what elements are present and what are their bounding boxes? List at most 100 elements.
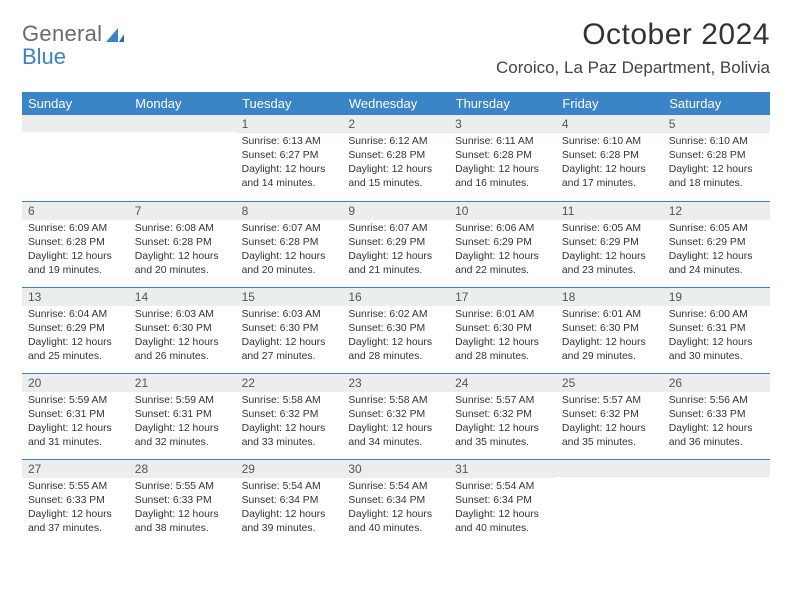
day-number: 1 (236, 115, 343, 133)
day-number: 17 (449, 288, 556, 306)
day-details: Sunrise: 6:05 AMSunset: 6:29 PMDaylight:… (556, 220, 663, 282)
day-header: Monday (129, 92, 236, 115)
day-number: 31 (449, 460, 556, 478)
logo-text-line2: Blue (22, 44, 66, 69)
calendar-day-cell: 13Sunrise: 6:04 AMSunset: 6:29 PMDayligh… (22, 287, 129, 373)
calendar-day-cell: 30Sunrise: 5:54 AMSunset: 6:34 PMDayligh… (342, 459, 449, 545)
calendar-table: SundayMondayTuesdayWednesdayThursdayFrid… (22, 92, 770, 545)
day-number: 11 (556, 202, 663, 220)
calendar-week-row: 20Sunrise: 5:59 AMSunset: 6:31 PMDayligh… (22, 373, 770, 459)
calendar-day-cell: 28Sunrise: 5:55 AMSunset: 6:33 PMDayligh… (129, 459, 236, 545)
day-details: Sunrise: 5:55 AMSunset: 6:33 PMDaylight:… (129, 478, 236, 540)
day-details: Sunrise: 6:11 AMSunset: 6:28 PMDaylight:… (449, 133, 556, 195)
calendar-day-cell: 14Sunrise: 6:03 AMSunset: 6:30 PMDayligh… (129, 287, 236, 373)
day-details: Sunrise: 5:58 AMSunset: 6:32 PMDaylight:… (236, 392, 343, 454)
day-number: 6 (22, 202, 129, 220)
day-details: Sunrise: 6:13 AMSunset: 6:27 PMDaylight:… (236, 133, 343, 195)
day-number: 9 (342, 202, 449, 220)
calendar-day-cell: 1Sunrise: 6:13 AMSunset: 6:27 PMDaylight… (236, 115, 343, 201)
day-number: 10 (449, 202, 556, 220)
calendar-day-cell: 20Sunrise: 5:59 AMSunset: 6:31 PMDayligh… (22, 373, 129, 459)
calendar-day-cell: 5Sunrise: 6:10 AMSunset: 6:28 PMDaylight… (663, 115, 770, 201)
day-number: 4 (556, 115, 663, 133)
calendar-day-cell: 21Sunrise: 5:59 AMSunset: 6:31 PMDayligh… (129, 373, 236, 459)
month-title: October 2024 (496, 18, 770, 52)
day-number: 21 (129, 374, 236, 392)
day-header-row: SundayMondayTuesdayWednesdayThursdayFrid… (22, 92, 770, 115)
day-details: Sunrise: 6:04 AMSunset: 6:29 PMDaylight:… (22, 306, 129, 368)
empty-day-number (663, 460, 770, 477)
day-number: 15 (236, 288, 343, 306)
day-details: Sunrise: 6:03 AMSunset: 6:30 PMDaylight:… (236, 306, 343, 368)
calendar-day-cell: 3Sunrise: 6:11 AMSunset: 6:28 PMDaylight… (449, 115, 556, 201)
day-details: Sunrise: 6:00 AMSunset: 6:31 PMDaylight:… (663, 306, 770, 368)
empty-day-number (556, 460, 663, 477)
day-number: 2 (342, 115, 449, 133)
calendar-week-row: 6Sunrise: 6:09 AMSunset: 6:28 PMDaylight… (22, 201, 770, 287)
day-number: 24 (449, 374, 556, 392)
calendar-week-row: 13Sunrise: 6:04 AMSunset: 6:29 PMDayligh… (22, 287, 770, 373)
day-details: Sunrise: 6:06 AMSunset: 6:29 PMDaylight:… (449, 220, 556, 282)
logo-text-line1: General (22, 21, 102, 46)
day-details: Sunrise: 5:54 AMSunset: 6:34 PMDaylight:… (449, 478, 556, 540)
day-number: 30 (342, 460, 449, 478)
calendar-day-cell: 10Sunrise: 6:06 AMSunset: 6:29 PMDayligh… (449, 201, 556, 287)
calendar-day-cell: 22Sunrise: 5:58 AMSunset: 6:32 PMDayligh… (236, 373, 343, 459)
day-details: Sunrise: 5:57 AMSunset: 6:32 PMDaylight:… (556, 392, 663, 454)
day-number: 28 (129, 460, 236, 478)
calendar-day-cell: 8Sunrise: 6:07 AMSunset: 6:28 PMDaylight… (236, 201, 343, 287)
day-details: Sunrise: 6:01 AMSunset: 6:30 PMDaylight:… (449, 306, 556, 368)
calendar-week-row: 1Sunrise: 6:13 AMSunset: 6:27 PMDaylight… (22, 115, 770, 201)
empty-day-number (22, 115, 129, 132)
day-number: 12 (663, 202, 770, 220)
day-number: 16 (342, 288, 449, 306)
day-details: Sunrise: 5:58 AMSunset: 6:32 PMDaylight:… (342, 392, 449, 454)
day-header: Thursday (449, 92, 556, 115)
day-details: Sunrise: 5:59 AMSunset: 6:31 PMDaylight:… (129, 392, 236, 454)
calendar-empty-cell (22, 115, 129, 201)
empty-day-number (129, 115, 236, 132)
day-details: Sunrise: 6:10 AMSunset: 6:28 PMDaylight:… (556, 133, 663, 195)
calendar-day-cell: 6Sunrise: 6:09 AMSunset: 6:28 PMDaylight… (22, 201, 129, 287)
day-number: 3 (449, 115, 556, 133)
calendar-day-cell: 15Sunrise: 6:03 AMSunset: 6:30 PMDayligh… (236, 287, 343, 373)
day-details: Sunrise: 6:05 AMSunset: 6:29 PMDaylight:… (663, 220, 770, 282)
day-details: Sunrise: 6:07 AMSunset: 6:28 PMDaylight:… (236, 220, 343, 282)
calendar-day-cell: 11Sunrise: 6:05 AMSunset: 6:29 PMDayligh… (556, 201, 663, 287)
day-details: Sunrise: 5:56 AMSunset: 6:33 PMDaylight:… (663, 392, 770, 454)
day-number: 29 (236, 460, 343, 478)
day-number: 23 (342, 374, 449, 392)
day-header: Friday (556, 92, 663, 115)
day-details: Sunrise: 6:02 AMSunset: 6:30 PMDaylight:… (342, 306, 449, 368)
calendar-day-cell: 4Sunrise: 6:10 AMSunset: 6:28 PMDaylight… (556, 115, 663, 201)
day-number: 27 (22, 460, 129, 478)
day-details: Sunrise: 6:03 AMSunset: 6:30 PMDaylight:… (129, 306, 236, 368)
day-details: Sunrise: 6:10 AMSunset: 6:28 PMDaylight:… (663, 133, 770, 195)
calendar-day-cell: 24Sunrise: 5:57 AMSunset: 6:32 PMDayligh… (449, 373, 556, 459)
day-number: 8 (236, 202, 343, 220)
calendar-body: 1Sunrise: 6:13 AMSunset: 6:27 PMDaylight… (22, 115, 770, 545)
day-number: 18 (556, 288, 663, 306)
day-details: Sunrise: 5:55 AMSunset: 6:33 PMDaylight:… (22, 478, 129, 540)
day-number: 13 (22, 288, 129, 306)
header: General Blue October 2024 Coroico, La Pa… (22, 18, 770, 78)
day-details: Sunrise: 5:54 AMSunset: 6:34 PMDaylight:… (236, 478, 343, 540)
day-number: 5 (663, 115, 770, 133)
day-number: 14 (129, 288, 236, 306)
calendar-empty-cell (556, 459, 663, 545)
location-subtitle: Coroico, La Paz Department, Bolivia (496, 58, 770, 78)
logo: General Blue (22, 22, 125, 68)
logo-sail-icon (105, 27, 125, 43)
day-details: Sunrise: 6:01 AMSunset: 6:30 PMDaylight:… (556, 306, 663, 368)
calendar-day-cell: 26Sunrise: 5:56 AMSunset: 6:33 PMDayligh… (663, 373, 770, 459)
calendar-empty-cell (663, 459, 770, 545)
calendar-day-cell: 16Sunrise: 6:02 AMSunset: 6:30 PMDayligh… (342, 287, 449, 373)
calendar-day-cell: 27Sunrise: 5:55 AMSunset: 6:33 PMDayligh… (22, 459, 129, 545)
calendar-day-cell: 2Sunrise: 6:12 AMSunset: 6:28 PMDaylight… (342, 115, 449, 201)
day-details: Sunrise: 5:54 AMSunset: 6:34 PMDaylight:… (342, 478, 449, 540)
calendar-day-cell: 25Sunrise: 5:57 AMSunset: 6:32 PMDayligh… (556, 373, 663, 459)
calendar-week-row: 27Sunrise: 5:55 AMSunset: 6:33 PMDayligh… (22, 459, 770, 545)
calendar-day-cell: 19Sunrise: 6:00 AMSunset: 6:31 PMDayligh… (663, 287, 770, 373)
calendar-day-cell: 7Sunrise: 6:08 AMSunset: 6:28 PMDaylight… (129, 201, 236, 287)
day-details: Sunrise: 6:12 AMSunset: 6:28 PMDaylight:… (342, 133, 449, 195)
